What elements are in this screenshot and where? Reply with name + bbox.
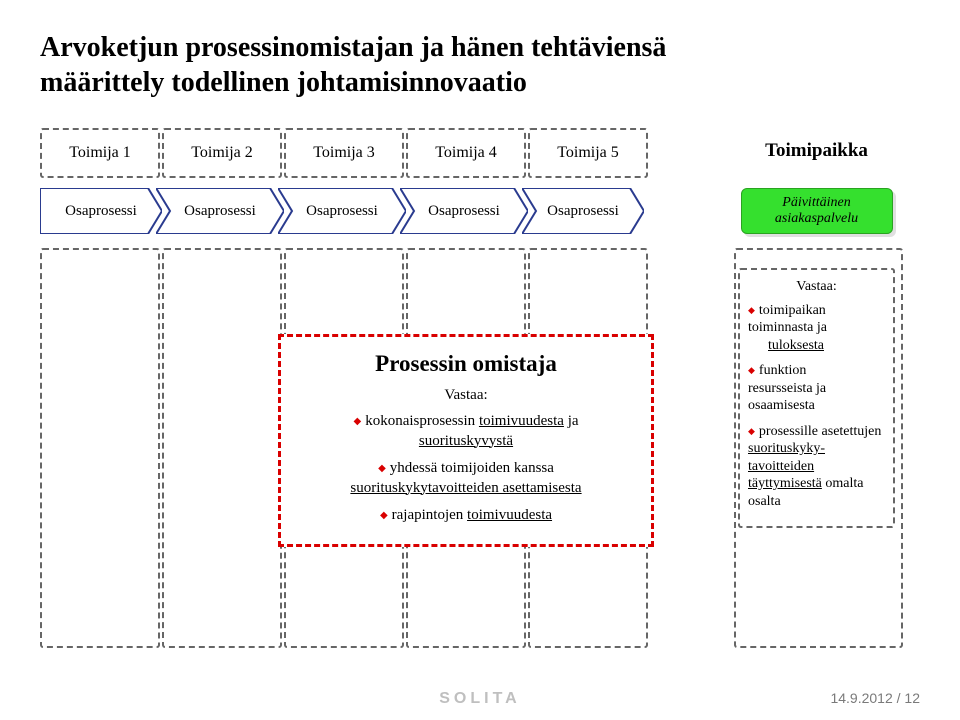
slide: Arvoketjun prosessinomistajan ja hänen t… xyxy=(0,0,960,720)
title-line-2: määrittely todellinen johtamisinnovaatio xyxy=(40,67,527,98)
subprocess-chevron: Osaprosessi xyxy=(278,188,406,234)
actor-box: Toimija 4 xyxy=(406,128,526,178)
actors-row: Toimija 1Toimija 2Toimija 3Toimija 4Toim… xyxy=(40,128,920,174)
owner-title: Prosessin omistaja xyxy=(297,351,635,377)
footer-meta: 14.9.2012 / 12 xyxy=(830,690,920,706)
owner-sub: Vastaa: xyxy=(297,387,635,404)
columns-area: Prosessin omistaja Vastaa: ◆kokonaispros… xyxy=(40,248,920,648)
owner-bullet: ◆yhdessä toimijoiden kanssa suorituskyky… xyxy=(297,459,635,498)
brand-logo: SOLITA xyxy=(439,690,520,708)
owner-bullet: ◆rajapintojen toimivuudesta xyxy=(297,506,635,526)
site-bullet: ◆toimipaikan toiminnasta ja tuloksesta xyxy=(748,302,885,355)
subprocess-chevron: Osaprosessi xyxy=(522,188,644,234)
site-bullet: ◆prosessille asetettujen suorituskyky-ta… xyxy=(748,423,885,511)
title-line-1: Arvoketjun prosessinomistajan ja hänen t… xyxy=(40,32,666,63)
subprocess-chevron: Osaprosessi xyxy=(156,188,284,234)
process-row: OsaprosessiOsaprosessiOsaprosessiOsapros… xyxy=(40,188,920,234)
actor-column-outline xyxy=(40,248,160,648)
subprocess-chevron: Osaprosessi xyxy=(40,188,162,234)
site-responsibilities-box: Vastaa: ◆toimipaikan toiminnasta ja tulo… xyxy=(738,268,895,528)
site-sub: Vastaa: xyxy=(748,278,885,296)
process-owner-box: Prosessin omistaja Vastaa: ◆kokonaispros… xyxy=(278,334,654,547)
owner-bullets: ◆kokonaisprosessin toimivuudesta ja suor… xyxy=(297,412,635,526)
daily-service-box: Päivittäinenasiakaspalvelu xyxy=(741,188,893,234)
actor-box: Toimija 3 xyxy=(284,128,404,178)
actor-box: Toimija 2 xyxy=(162,128,282,178)
site-bullet: ◆funktion resursseista ja osaamisesta xyxy=(748,362,885,415)
actor-column-outline xyxy=(162,248,282,648)
actor-box: Toimija 1 xyxy=(40,128,160,178)
actor-box: Toimija 5 xyxy=(528,128,648,178)
slide-title: Arvoketjun prosessinomistajan ja hänen t… xyxy=(40,30,860,100)
subprocess-chevron: Osaprosessi xyxy=(400,188,528,234)
owner-bullet: ◆kokonaisprosessin toimivuudesta ja suor… xyxy=(297,412,635,451)
location-label: Toimipaikka xyxy=(734,128,899,174)
